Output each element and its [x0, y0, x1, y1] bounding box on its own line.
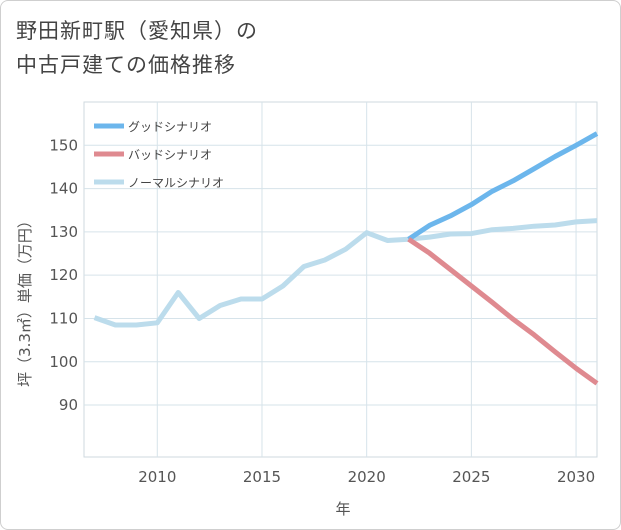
y-tick-label: 150 — [49, 136, 78, 154]
y-tick-label: 120 — [49, 266, 78, 284]
chart-title-line-1: 野田新町駅（愛知県）の — [16, 19, 258, 43]
y-axis-label: 坪（3.3㎡）単価（万円） — [16, 213, 34, 387]
legend-label-good: グッドシナリオ — [128, 120, 212, 134]
x-tick-label: 2015 — [243, 468, 281, 486]
x-tick-label: 2025 — [452, 468, 490, 486]
plot-area — [83, 101, 598, 458]
series-line-good — [407, 131, 599, 242]
tick-labels: 2010 2015 2020 2025 2030 90 100 110 120 130 140 150 — [49, 136, 595, 486]
legend-label-bad: バッドシナリオ — [128, 148, 212, 162]
series-line-bad — [407, 237, 599, 386]
y-tick-label: 100 — [49, 353, 78, 371]
y-tick-label: 90 — [59, 396, 78, 414]
chart-title: 野田新町駅（愛知県）の 中古戸建ての価格推移 — [16, 14, 258, 82]
y-tick-label: 130 — [49, 223, 78, 241]
series-layer — [93, 131, 599, 386]
y-tick-label: 110 — [49, 309, 78, 327]
grid — [83, 101, 598, 458]
x-tick-label: 2030 — [557, 468, 595, 486]
x-tick-label: 2020 — [348, 468, 386, 486]
x-tick-label: 2010 — [138, 468, 176, 486]
legend-label-normal: ノーマルシナリオ — [128, 176, 224, 190]
chart-title-line-2: 中古戸建ての価格推移 — [16, 53, 236, 77]
y-tick-label: 140 — [49, 180, 78, 198]
series-line-normal — [93, 218, 598, 328]
x-axis-label: 年 — [335, 500, 350, 518]
